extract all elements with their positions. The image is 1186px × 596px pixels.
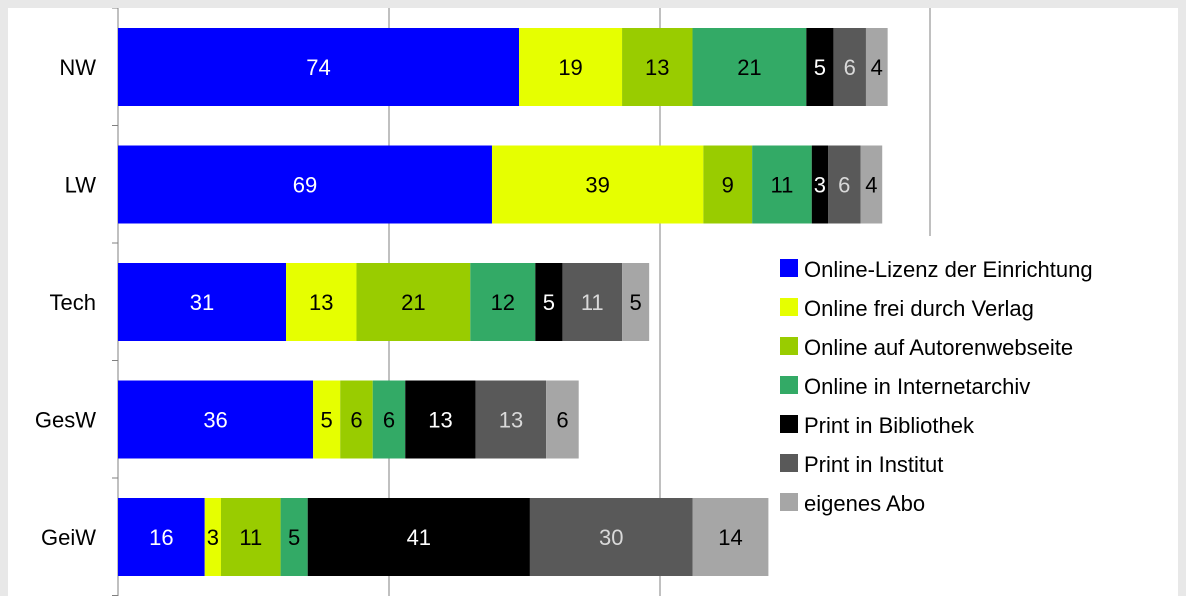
legend-label: Online-Lizenz der Einrichtung: [804, 257, 1093, 282]
legend-swatch: [780, 415, 798, 433]
data-label: 6: [556, 408, 568, 433]
bar-segment: [118, 380, 314, 459]
bar-segment: [562, 263, 623, 341]
bar-segment: [118, 498, 205, 576]
legend-swatch: [780, 493, 798, 511]
data-label: 5: [288, 525, 300, 550]
legend-swatch: [780, 454, 798, 472]
data-label: 21: [737, 55, 761, 80]
bar-segment: [519, 28, 623, 106]
data-label: 12: [491, 290, 515, 315]
data-label: 21: [401, 290, 425, 315]
bar-segment: [118, 28, 520, 106]
bar-segment: [340, 380, 373, 459]
data-label: 6: [383, 408, 395, 433]
bar-segment: [828, 145, 861, 224]
legend-label: Print in Institut: [804, 452, 943, 477]
bar-segment: [535, 263, 563, 341]
data-label: 5: [629, 290, 641, 315]
legend-swatch: [780, 259, 798, 277]
bar-segment: [546, 380, 579, 459]
data-label: 13: [428, 408, 452, 433]
bar-segment: [220, 498, 281, 576]
category-label: Tech: [50, 290, 96, 315]
data-label: 6: [350, 408, 362, 433]
legend-label: eigenes Abo: [804, 491, 925, 516]
data-label: 4: [871, 55, 883, 80]
bar-segment: [118, 263, 287, 341]
legend-label: Online in Internetarchiv: [804, 374, 1030, 399]
legend-label: Print in Bibliothek: [804, 413, 975, 438]
data-label: 36: [203, 408, 227, 433]
category-label: LW: [65, 173, 97, 198]
bar-segment: [833, 28, 866, 106]
data-label: 5: [543, 290, 555, 315]
data-label: 3: [207, 525, 219, 550]
data-label: 6: [838, 173, 850, 198]
data-label: 9: [722, 173, 734, 198]
data-label: 11: [771, 173, 794, 198]
bar-segment: [356, 263, 471, 341]
category-label: NW: [59, 55, 96, 80]
bar-segment: [622, 263, 650, 341]
legend-label: Online frei durch Verlag: [804, 296, 1034, 321]
bar-segment: [372, 380, 406, 459]
bar-segment: [529, 498, 693, 576]
data-label: 11: [239, 525, 262, 550]
legend-swatch: [780, 337, 798, 355]
data-label: 14: [718, 525, 742, 550]
data-label: 39: [585, 173, 609, 198]
data-label: 69: [293, 173, 317, 198]
data-label: 13: [645, 55, 669, 80]
data-label: 5: [814, 55, 826, 80]
bar-segment: [491, 145, 704, 224]
bar-segment: [204, 498, 221, 576]
data-label: 13: [309, 290, 333, 315]
bar-segment: [405, 380, 476, 459]
category-label: GesW: [35, 408, 96, 433]
data-label: 3: [814, 173, 826, 198]
bar-segment: [692, 28, 807, 106]
bar-segment: [806, 28, 834, 106]
category-label: GeiW: [41, 525, 96, 550]
data-label: 74: [306, 55, 330, 80]
legend-swatch: [780, 298, 798, 316]
bar-segment: [307, 498, 530, 576]
bar-segment: [692, 498, 769, 576]
data-label: 16: [149, 525, 173, 550]
legend-swatch: [780, 376, 798, 394]
bar-segment: [118, 145, 492, 224]
legend-label: Online auf Autorenwebseite: [804, 335, 1073, 360]
chart-area: NW 74 19 13 21 5 6 4 LW 69 39 9 11 3 6 4 Tech 31 13 21 12 5 11…: [8, 8, 1178, 596]
bar-segment: [280, 498, 308, 576]
data-label: 41: [407, 525, 431, 550]
data-label: 19: [558, 55, 582, 80]
bar-segment: [622, 28, 693, 106]
data-label: 5: [321, 408, 333, 433]
bar-segment: [865, 28, 888, 106]
bar-segment: [313, 380, 341, 459]
bar-segment: [475, 380, 547, 459]
data-label: 13: [499, 408, 523, 433]
bar-segment: [860, 145, 883, 224]
data-label: 11: [581, 290, 604, 315]
bar-segment: [811, 145, 829, 224]
bar-segment: [470, 263, 536, 341]
data-label: 6: [844, 55, 856, 80]
bar-segment: [703, 145, 753, 224]
data-label: 30: [599, 525, 623, 550]
data-label: 31: [190, 290, 214, 315]
bar-segment: [286, 263, 357, 341]
data-label: 4: [865, 173, 877, 198]
bar-segment: [752, 145, 812, 224]
